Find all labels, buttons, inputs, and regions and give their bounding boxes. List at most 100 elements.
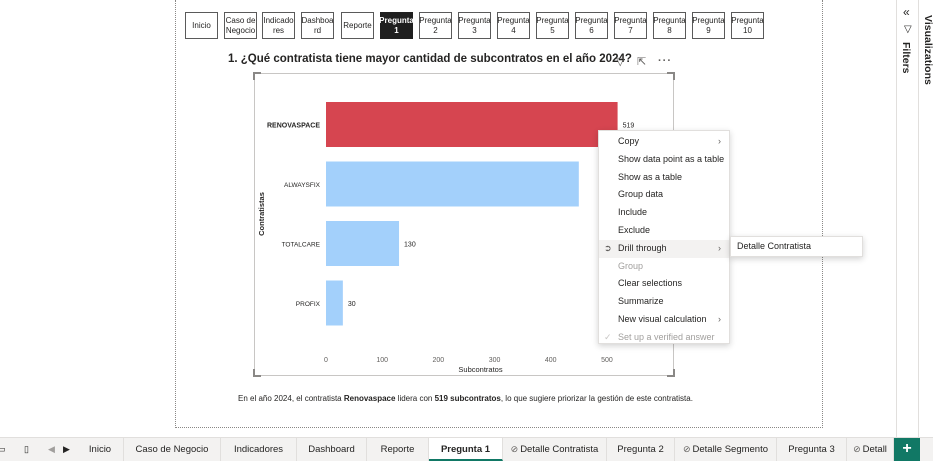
page-tabs-bar: ▭ ▯ ◀ ▶ Inicio Caso de Negocio Indicadores…: [0, 437, 933, 461]
page-tab-label: Inicio: [88, 444, 112, 455]
tab-scroll-left-icon[interactable]: ◀: [48, 444, 55, 454]
hidden-page-icon: ⊘: [510, 444, 519, 454]
page-tab[interactable]: Pregunta 1: [429, 438, 503, 461]
x-tick-label: 0: [324, 357, 328, 364]
focus-mode-icon[interactable]: ⇱: [637, 56, 647, 68]
tab-scroll-right-icon[interactable]: ▶: [63, 444, 70, 454]
caption-count: 519 subcontratos: [434, 394, 501, 403]
pane-divider: [918, 0, 919, 437]
filter-icon[interactable]: ▽: [616, 56, 625, 68]
context-menu-item[interactable]: Show data point as a table: [599, 151, 729, 169]
context-menu-item[interactable]: Include: [599, 204, 729, 222]
bar-profix[interactable]: [326, 280, 343, 326]
filter-pane-icon[interactable]: ▽: [904, 24, 912, 35]
page-boundary: [822, 0, 823, 428]
visualizations-pane-label[interactable]: Visualizations: [922, 15, 933, 85]
page-tab[interactable]: Caso de Negocio: [124, 438, 221, 461]
nav-button-5[interactable]: Reporte: [341, 12, 374, 39]
nav-button-4[interactable]: Dashboa rd: [301, 12, 334, 39]
category-label: RENOVASPACE: [267, 123, 320, 130]
context-menu-item-label: Copy: [618, 136, 640, 146]
page-tab[interactable]: Pregunta 2: [607, 438, 675, 461]
nav-button-9[interactable]: Pregunta 4: [497, 12, 530, 39]
y-axis-title: Contratistas: [257, 192, 266, 236]
context-menu-item[interactable]: Summarize: [599, 293, 729, 311]
page-tab[interactable]: Dashboard: [297, 438, 367, 461]
page-tab-label: Pregunta 2: [617, 444, 664, 455]
bar-renovaspace[interactable]: [326, 102, 618, 147]
nav-button-6[interactable]: Pregunta 1: [379, 12, 414, 39]
context-menu-item-label: Exclude: [618, 224, 651, 235]
add-page-button[interactable]: +: [894, 438, 920, 461]
context-menu-item[interactable]: Copy ›: [599, 133, 729, 151]
category-label: PROFIX: [296, 301, 321, 308]
context-menu-item-label: Summarize: [618, 296, 664, 307]
context-menu-item[interactable]: ➲ Drill through ›: [599, 239, 729, 258]
bar-alwaysfix[interactable]: [326, 161, 579, 207]
context-menu-item: ✓ Set up a verified answer: [599, 329, 729, 347]
x-tick-label: 500: [601, 357, 613, 364]
context-menu: Copy › Show data point as a table Show as a…: [598, 130, 730, 344]
resize-handle[interactable]: [253, 72, 261, 80]
chevron-right-icon: ›: [718, 136, 721, 146]
page-boundary: [175, 427, 823, 428]
page-tab-label: Caso de Negocio: [135, 444, 209, 455]
context-menu-item[interactable]: Clear selections: [599, 275, 729, 293]
nav-button-11[interactable]: Pregunta 6: [575, 12, 608, 39]
resize-handle[interactable]: [667, 72, 675, 80]
bar-totalcare[interactable]: [326, 221, 400, 266]
x-tick-label: 300: [489, 357, 501, 364]
context-menu-item: Group: [599, 258, 729, 276]
context-menu-item-label: Show data point as a table: [618, 153, 725, 164]
bar-chart-svg: RENOVASPACE 519 ALWAYSFIX TOTALCARE 130 PROFI…: [257, 102, 634, 374]
page-tab[interactable]: ⊘ Detall: [847, 438, 894, 461]
nav-button-7[interactable]: Pregunta 2: [419, 12, 452, 39]
drill-through-submenu-item[interactable]: Detalle Contratista: [730, 236, 863, 257]
nav-button-15[interactable]: Pregunta 10: [731, 12, 764, 39]
page-tab-label: Reporte: [380, 444, 415, 455]
resize-handle[interactable]: [667, 369, 675, 377]
visual-title: 1. ¿Qué contratista tiene mayor cantidad…: [228, 53, 632, 65]
context-menu-item[interactable]: Show as a table: [599, 169, 729, 187]
nav-button-12[interactable]: Pregunta 7: [614, 12, 647, 39]
category-label: TOTALCARE: [282, 242, 321, 249]
page-tab-label: Dashboard: [308, 444, 355, 455]
context-menu-item[interactable]: New visual calculation ›: [599, 311, 729, 329]
page-view-icon[interactable]: ▭: [0, 444, 6, 454]
nav-button-1[interactable]: Inicio: [185, 12, 218, 39]
caption-text: , lo que sugiere priorizar la gestión de…: [500, 394, 693, 403]
context-menu-item[interactable]: Group data: [599, 186, 729, 204]
context-menu-item-label: Group: [618, 260, 644, 271]
context-menu-item-label: Include: [618, 207, 648, 218]
insight-caption: En el año 2024, el contratista Renovaspa…: [238, 394, 693, 403]
mobile-layout-icon[interactable]: ▯: [24, 444, 29, 454]
more-options-icon[interactable]: ···: [658, 55, 672, 67]
filters-pane-label[interactable]: Filters: [900, 42, 912, 74]
context-menu-item-label: Clear selections: [618, 278, 683, 289]
x-tick-label: 200: [433, 357, 445, 364]
nav-button-2[interactable]: Caso de Negocio: [224, 12, 257, 39]
nav-button-13[interactable]: Pregunta 8: [653, 12, 686, 39]
nav-button-3[interactable]: Indicado res: [262, 12, 295, 39]
right-pane: [896, 0, 933, 437]
resize-handle[interactable]: [253, 369, 261, 377]
page-tab-label: Indicadores: [233, 444, 284, 455]
page-tab-label: Detalle Segmento: [692, 444, 769, 455]
page-tab[interactable]: Pregunta 3: [777, 438, 847, 461]
page-tab-label: Detalle Contratista: [520, 444, 599, 455]
collapse-panes-icon[interactable]: «: [903, 5, 910, 19]
nav-button-8[interactable]: Pregunta 3: [458, 12, 491, 39]
page-tab[interactable]: Inicio: [77, 438, 124, 461]
caption-text: En el año 2024, el contratista: [238, 394, 344, 403]
page-tab[interactable]: ⊘ Detalle Contratista: [503, 438, 607, 461]
page-tab[interactable]: ⊘ Detalle Segmento: [675, 438, 777, 461]
context-menu-item-label: Group data: [618, 189, 664, 200]
page-tab[interactable]: Indicadores: [221, 438, 297, 461]
page-tab[interactable]: Reporte: [367, 438, 429, 461]
nav-button-14[interactable]: Pregunta 9: [692, 12, 725, 39]
category-label: ALWAYSFIX: [284, 182, 321, 189]
nav-button-10[interactable]: Pregunta 5: [536, 12, 569, 39]
context-menu-item[interactable]: Exclude: [599, 222, 729, 240]
drill-through-icon: ➲: [604, 242, 612, 253]
